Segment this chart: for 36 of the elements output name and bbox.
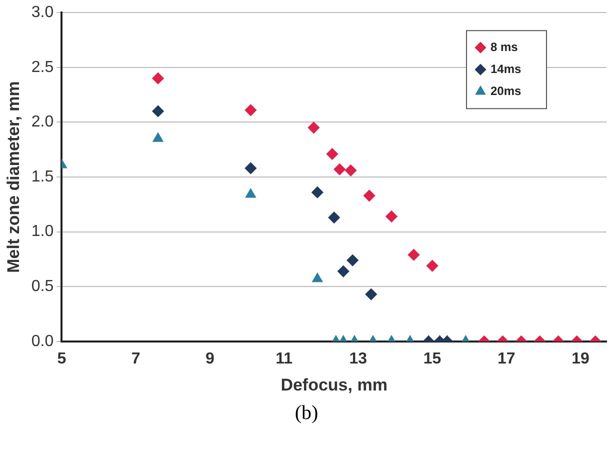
y-tick-label: 1.0 [31,223,54,240]
x-axis-title: Defocus, mm [280,375,388,394]
point [364,190,376,202]
point [328,212,340,224]
legend-label: 14ms [490,62,522,76]
x-tick-label: 17 [498,350,516,368]
x-tick-label: 5 [57,350,66,368]
x-tick-label: 19 [572,350,590,368]
point [312,186,324,198]
point [312,273,322,282]
point [308,122,320,134]
point [386,210,398,222]
point [244,162,256,174]
x-tick-label: 11 [276,350,293,368]
point [334,164,346,176]
point [246,188,256,198]
y-tick-label: 3.0 [31,4,54,22]
x-tick-label: 7 [131,350,140,368]
point [152,72,164,84]
y-axis-title: Melt zone diameter, mm [4,81,23,273]
x-tick-label: 9 [205,350,214,368]
y-tick-label: 1.5 [31,168,54,186]
legend-label: 8 ms [490,40,518,54]
y-tick-label: 2.0 [31,114,54,131]
text: (b) [294,402,320,425]
y-tick-label: 0.5 [31,278,54,296]
point [152,105,164,117]
y-tick-label: 0.0 [31,332,54,350]
point [345,164,356,176]
x-tick-label: 13 [349,350,368,368]
point [244,104,256,116]
x-tick-label: 15 [423,350,442,368]
y-tick-label: 2.5 [31,58,54,76]
point [326,148,338,160]
point [152,132,164,142]
legend-label: 20ms [490,84,522,98]
